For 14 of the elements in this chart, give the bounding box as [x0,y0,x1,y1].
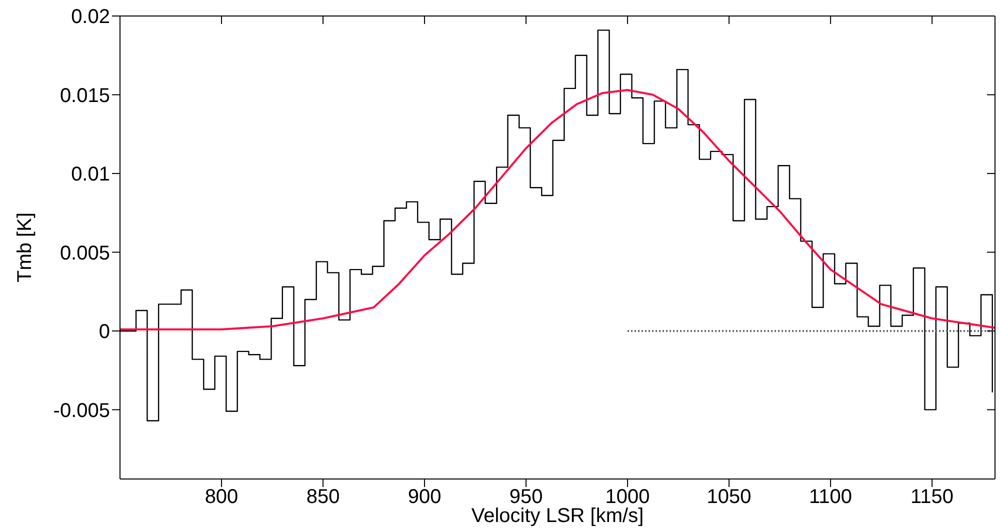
y-tick-label: -0.005 [53,400,110,422]
y-axis-title: Tmb [K] [14,212,36,283]
x-tick-label: 1100 [809,486,852,508]
y-tick-label: 0.005 [60,242,110,264]
x-tick-label: 900 [408,486,442,508]
y-tick-label: 0.015 [60,84,110,107]
x-tick-label: 800 [204,486,238,508]
y-tick-label: 0.01 [71,164,110,186]
line-series [120,89,995,330]
y-tick-label: 0.02 [71,6,110,28]
x-tick-label: 1150 [910,486,954,508]
x-tick-label: 1050 [706,486,752,508]
x-tick-label: 850 [306,486,340,508]
y-tick-label: 0 [98,321,110,344]
